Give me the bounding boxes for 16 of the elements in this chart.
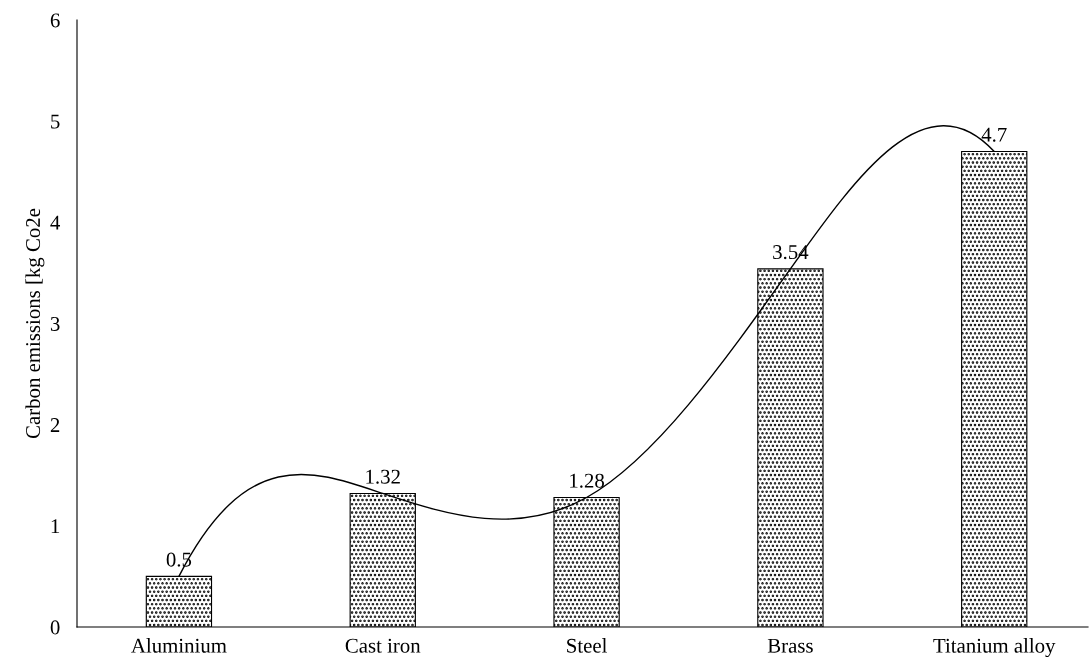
y-tick-label: 5 xyxy=(51,114,60,129)
x-tick-label: Brass xyxy=(767,638,813,653)
x-tick-label: Titanium alloy xyxy=(933,638,1056,658)
y-tick-label: 0 xyxy=(50,620,60,635)
y-tick-label: 2 xyxy=(50,418,60,432)
data-label: 1.32 xyxy=(366,469,400,484)
y-tick-label: 6 xyxy=(50,13,60,28)
y-axis-title: Carbon emissions [kg Co2e xyxy=(25,208,45,439)
data-label: 4.7 xyxy=(981,127,1007,142)
x-tick-label: Aluminium xyxy=(131,638,227,653)
x-tick-label: Cast iron xyxy=(345,638,421,653)
x-tick-label: Steel xyxy=(567,638,607,653)
y-tick-label: 3 xyxy=(50,316,60,331)
y-tick-label: 1 xyxy=(51,519,60,534)
y-tick-label: 4 xyxy=(50,215,61,230)
data-label: 1.28 xyxy=(570,473,605,488)
